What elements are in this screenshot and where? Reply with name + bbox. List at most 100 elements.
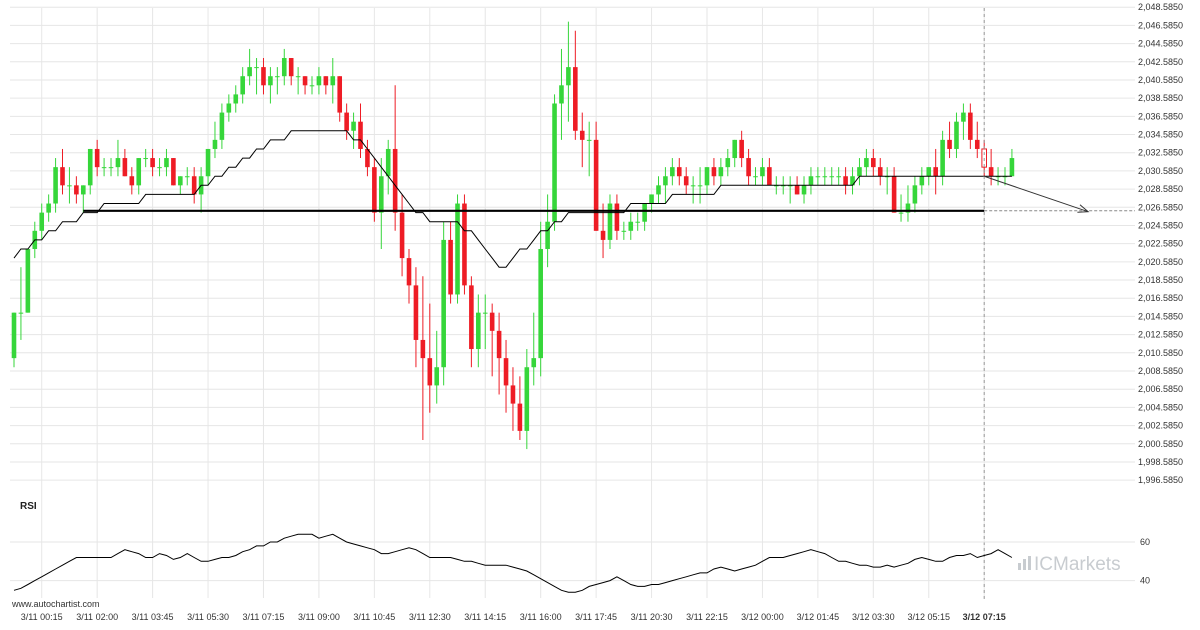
candle-body bbox=[753, 176, 758, 178]
candle-body bbox=[212, 139, 218, 149]
time-tick-label: 3/12 00:00 bbox=[741, 612, 784, 622]
candle-body bbox=[538, 249, 543, 359]
candle-body bbox=[420, 339, 426, 359]
time-tick-label: 3/11 05:30 bbox=[187, 612, 229, 622]
candle bbox=[815, 167, 821, 186]
candle-body bbox=[219, 112, 225, 140]
candle-body bbox=[780, 185, 786, 187]
candle bbox=[351, 112, 356, 149]
candle bbox=[496, 312, 502, 395]
candle-body bbox=[281, 58, 287, 77]
price-tick-label: 2,016.5850 bbox=[1138, 293, 1183, 303]
candle-body bbox=[843, 176, 848, 186]
price-tick-label: 2,036.5850 bbox=[1138, 111, 1183, 121]
candle bbox=[947, 121, 952, 159]
candle bbox=[184, 167, 190, 186]
candle-body bbox=[579, 130, 585, 140]
candle-body bbox=[649, 194, 654, 204]
candle bbox=[344, 103, 349, 140]
price-tick-label: 2,014.5850 bbox=[1138, 311, 1183, 321]
candle bbox=[178, 176, 183, 195]
candle-body bbox=[1009, 158, 1015, 177]
candle-body bbox=[954, 121, 959, 149]
candle bbox=[413, 267, 419, 368]
price-tick-label: 2,032.5850 bbox=[1138, 148, 1183, 158]
candle bbox=[683, 167, 689, 195]
candle bbox=[254, 58, 259, 95]
candle-body bbox=[787, 185, 793, 187]
candle bbox=[385, 139, 391, 195]
candle-body bbox=[261, 67, 266, 86]
candle bbox=[871, 148, 876, 177]
candle-body bbox=[309, 85, 315, 87]
candle bbox=[517, 376, 523, 440]
candle-body bbox=[774, 185, 779, 187]
candle bbox=[760, 158, 765, 186]
candle-body bbox=[621, 230, 627, 232]
candle-body bbox=[344, 112, 349, 131]
bar-chart-icon bbox=[1018, 556, 1031, 570]
time-tick-label: 3/11 20:30 bbox=[631, 612, 673, 622]
candle-body bbox=[399, 212, 405, 259]
candle bbox=[462, 194, 467, 295]
time-tick-label: 3/11 03:45 bbox=[132, 612, 174, 622]
candle-body bbox=[205, 148, 211, 177]
candle-body bbox=[1002, 176, 1008, 178]
price-tick-label: 2,042.5850 bbox=[1138, 57, 1183, 67]
candle-body bbox=[531, 358, 537, 368]
candle-body bbox=[545, 221, 550, 249]
candle bbox=[919, 167, 925, 195]
candle-body bbox=[767, 167, 772, 186]
price-tick-label: 2,048.5850 bbox=[1138, 2, 1183, 12]
candle bbox=[968, 103, 973, 149]
candle-body bbox=[836, 176, 841, 178]
candle-body bbox=[600, 230, 606, 240]
candle-body bbox=[496, 330, 502, 359]
candle bbox=[857, 158, 862, 186]
candle bbox=[656, 176, 661, 204]
candle-body bbox=[316, 76, 322, 86]
candle bbox=[108, 158, 114, 177]
price-tick-label: 2,020.5850 bbox=[1138, 257, 1183, 267]
candle bbox=[448, 221, 453, 304]
candle bbox=[1009, 148, 1015, 177]
candle bbox=[212, 121, 218, 159]
candle-body bbox=[226, 103, 232, 113]
candle bbox=[420, 276, 426, 440]
candle bbox=[205, 148, 211, 186]
candle-body bbox=[469, 285, 474, 350]
candle-body bbox=[628, 221, 634, 231]
candle-body bbox=[150, 158, 155, 168]
time-tick-label: 3/11 22:15 bbox=[686, 612, 728, 622]
candle bbox=[482, 294, 488, 350]
candle bbox=[822, 167, 828, 186]
candle bbox=[143, 148, 148, 168]
candle-body bbox=[573, 67, 578, 131]
time-tick-label: 3/11 17:45 bbox=[575, 612, 617, 622]
candle bbox=[531, 312, 537, 386]
candle-body bbox=[39, 212, 45, 231]
candle bbox=[67, 167, 72, 204]
candle-body bbox=[690, 185, 696, 187]
candle-body bbox=[988, 167, 994, 177]
candle bbox=[864, 148, 869, 177]
candle bbox=[53, 158, 58, 213]
candle-body bbox=[53, 167, 58, 204]
candle bbox=[767, 158, 772, 186]
candle bbox=[559, 48, 564, 140]
candle bbox=[974, 121, 980, 159]
candle-body bbox=[254, 67, 259, 69]
candle-body bbox=[760, 167, 765, 177]
candle-body bbox=[850, 176, 855, 186]
candle bbox=[476, 294, 481, 368]
candle-body bbox=[413, 285, 419, 340]
time-tick-label: 3/11 02:00 bbox=[76, 612, 118, 622]
candle-body bbox=[101, 167, 107, 169]
time-tick-label: 3/12 01:45 bbox=[797, 612, 840, 622]
rsi-line bbox=[13, 533, 1013, 593]
candle bbox=[711, 158, 717, 186]
candle bbox=[122, 148, 128, 177]
candle-body bbox=[233, 94, 239, 104]
candle bbox=[586, 121, 592, 177]
candle bbox=[628, 212, 634, 240]
